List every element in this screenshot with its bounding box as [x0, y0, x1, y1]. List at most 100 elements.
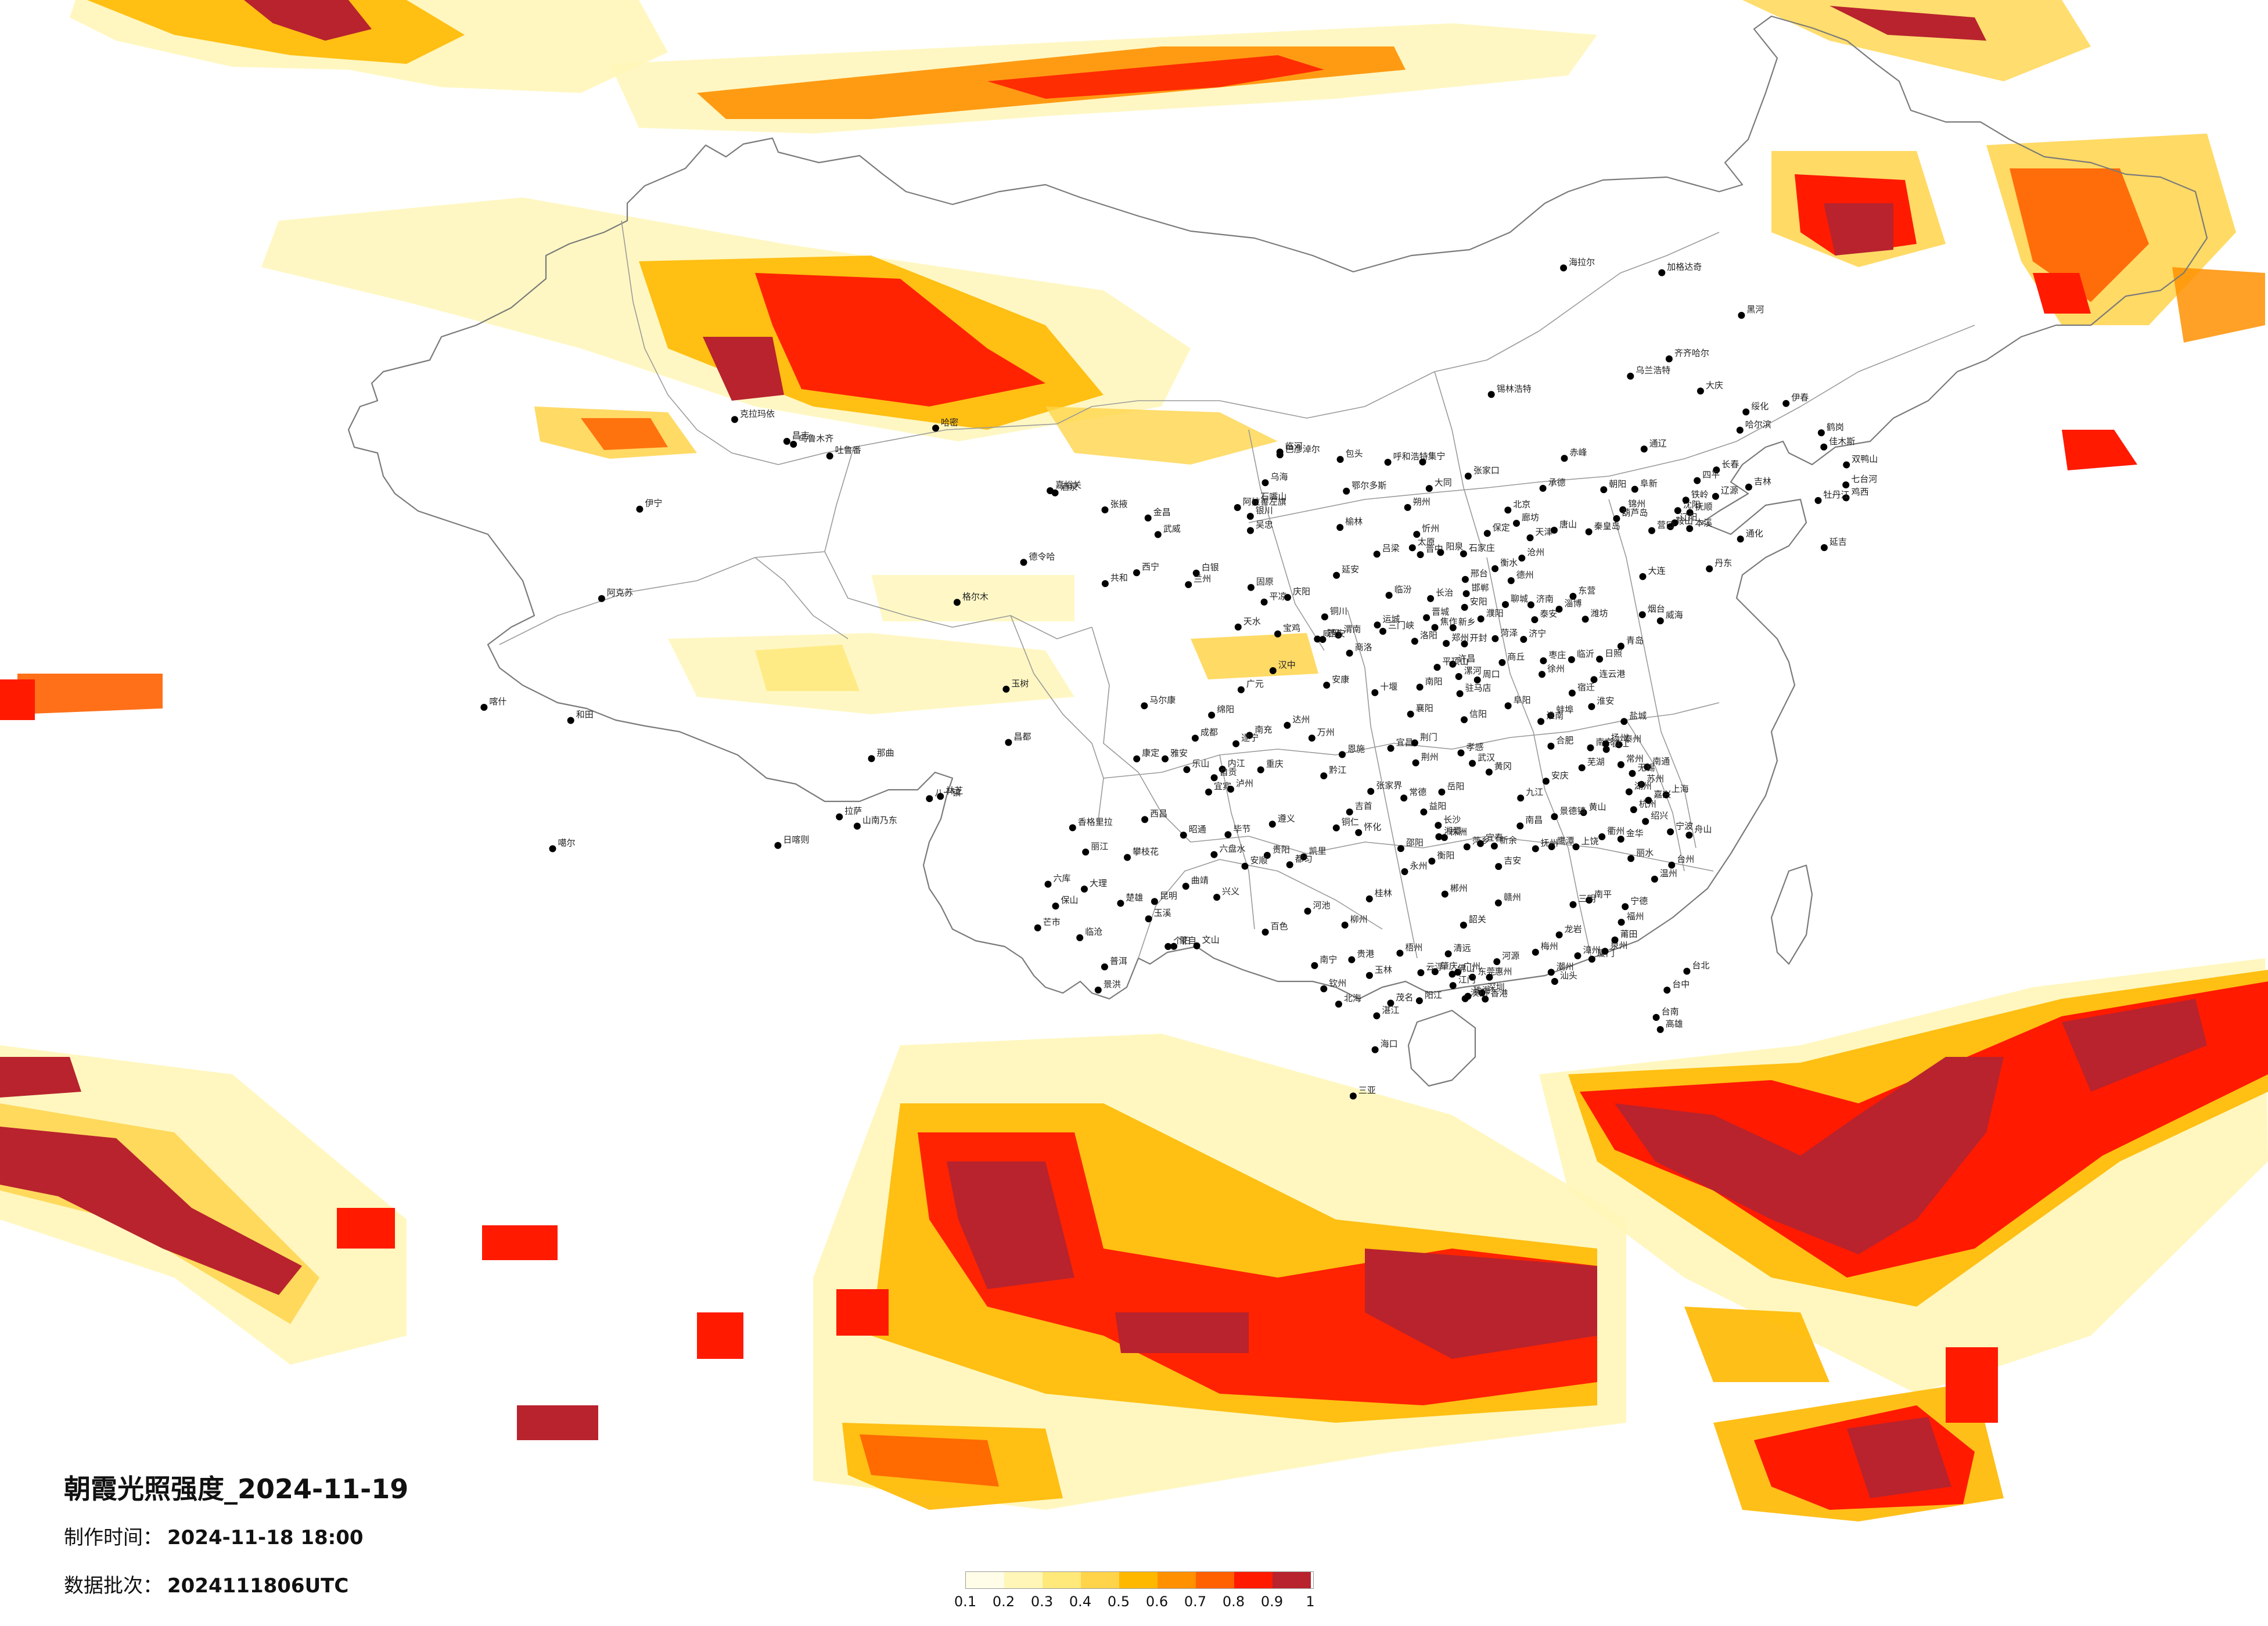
city-dot — [1044, 880, 1052, 888]
legend-swatch — [1081, 1572, 1119, 1588]
city-dot — [1210, 851, 1218, 858]
city-dot — [1568, 656, 1575, 663]
province-boundary — [824, 447, 1092, 639]
city-dot — [1371, 1046, 1379, 1053]
city-label: 鄂尔多斯 — [1352, 480, 1386, 491]
city-dot — [1191, 735, 1199, 742]
legend-colorbar — [965, 1571, 1314, 1589]
province-boundary — [621, 220, 854, 465]
city-dot — [1598, 833, 1606, 840]
city-dot — [1540, 657, 1547, 664]
city-label: 临河 — [1285, 441, 1303, 451]
city-label: 阿拉善左旗 — [1243, 497, 1286, 507]
city-dot — [1423, 614, 1430, 621]
intensity-region — [697, 1312, 743, 1359]
city-label: 哈尔滨 — [1745, 419, 1771, 430]
city-label: 玉溪 — [1154, 908, 1171, 918]
city-dot — [1713, 466, 1720, 474]
intensity-region — [871, 575, 1074, 621]
city-label: 六库 — [1054, 873, 1071, 884]
city-dot — [1638, 780, 1645, 788]
city-label: 佳木斯 — [1829, 436, 1855, 447]
city-label: 香格里拉 — [1078, 816, 1113, 827]
city-dot — [1457, 749, 1465, 757]
city-dot — [1537, 718, 1545, 725]
province-boundary — [1434, 371, 1482, 546]
city-label: 鞍山 — [1676, 516, 1693, 526]
city-dot — [1539, 484, 1547, 492]
city-label: 保定 — [1493, 523, 1510, 533]
intensity-region — [87, 0, 465, 64]
city-label: 聊城 — [1511, 593, 1528, 604]
city-label: 山南乃东 — [862, 815, 897, 826]
city-label: 楚雄 — [1126, 893, 1143, 903]
title-block: 朝霞光照强度_2024-11-19 制作时间： 2024-11-18 18:00 … — [64, 1468, 408, 1618]
city-label: 嘉兴 — [1654, 789, 1671, 800]
city-label: 抚州 — [1541, 838, 1558, 848]
city-label: 云浮 — [1426, 962, 1443, 972]
city-dot — [1419, 458, 1426, 466]
intensity-region — [1191, 633, 1318, 679]
city-label: 毕节 — [1233, 823, 1250, 834]
city-dot — [1745, 483, 1752, 491]
city-label: 衢州 — [1607, 826, 1624, 836]
city-label: 酒泉 — [1061, 482, 1078, 492]
city-label: 安顺 — [1250, 855, 1268, 866]
city-label: 昌吉 — [792, 430, 810, 441]
city-dot — [1842, 494, 1850, 502]
city-label: 恩施 — [1347, 743, 1365, 754]
city-label: 淮南 — [1546, 710, 1563, 721]
city-label: 噶尔 — [558, 838, 576, 848]
city-dot — [1437, 549, 1444, 556]
city-dot — [1585, 528, 1593, 535]
city-dot — [1532, 948, 1539, 956]
city-dot — [1443, 640, 1450, 647]
city-label: 十堰 — [1380, 682, 1397, 692]
city-dot — [1712, 492, 1719, 500]
city-dot — [1208, 711, 1216, 719]
city-dot — [1683, 967, 1691, 975]
city-dot — [636, 505, 644, 513]
city-dot — [1234, 504, 1241, 511]
city-dot — [1154, 531, 1162, 538]
legend-swatch — [966, 1572, 1004, 1588]
city-label: 蒙自 — [1179, 936, 1196, 946]
city-dot — [853, 822, 861, 830]
city-dot — [1611, 936, 1619, 944]
city-dot — [1569, 592, 1577, 600]
city-dot — [1367, 787, 1375, 795]
city-label: 黄冈 — [1494, 761, 1512, 772]
city-label: 平顶山 — [1443, 656, 1469, 667]
city-dot — [1133, 569, 1140, 577]
city-label: 吐鲁番 — [835, 445, 861, 455]
city-label: 宜宾 — [1214, 781, 1231, 792]
city-dot — [1588, 703, 1595, 710]
city-dot — [1304, 908, 1311, 915]
city-label: 枣庄 — [1548, 650, 1566, 660]
city-dot — [1227, 786, 1234, 793]
city-dot — [1247, 527, 1254, 534]
city-label: 辽源 — [1721, 485, 1738, 496]
city-dot — [1379, 628, 1386, 635]
city-dot — [1427, 595, 1435, 602]
city-dot — [1444, 950, 1452, 958]
legend-tick-label: 0.8 — [1222, 1593, 1245, 1610]
city-dot — [1182, 883, 1189, 890]
city-dot — [1485, 768, 1493, 776]
city-label: 廊坊 — [1522, 512, 1539, 523]
city-label: 开封 — [1470, 633, 1487, 643]
city-label: 西宁 — [1142, 562, 1159, 572]
city-dot — [1247, 584, 1255, 591]
city-label: 景洪 — [1104, 979, 1121, 990]
city-dot — [1321, 613, 1328, 621]
city-label: 深圳 — [1487, 982, 1505, 992]
legend-tick-label: 0.3 — [1030, 1593, 1054, 1610]
city-dot — [1205, 788, 1212, 796]
city-dot — [1416, 684, 1424, 691]
city-dot — [1101, 506, 1109, 513]
city-dot — [1185, 581, 1192, 588]
city-dot — [1686, 525, 1694, 533]
city-dot — [480, 704, 488, 711]
city-dot — [1507, 577, 1515, 584]
city-label: 嘉峪关 — [1055, 480, 1081, 490]
